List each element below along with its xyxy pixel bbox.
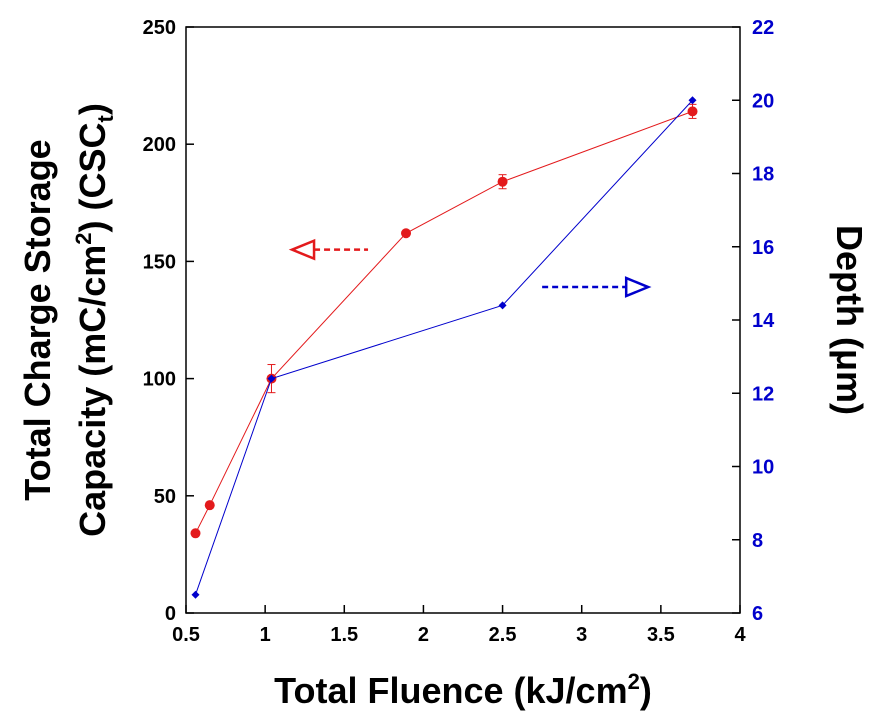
y-right-tick-label: 18 — [752, 164, 774, 186]
y-right-tick-label: 22 — [752, 17, 774, 39]
x-tick-label: 4 — [734, 624, 746, 646]
depth-data-point — [498, 301, 507, 310]
right-axis-arrow-head — [624, 276, 652, 298]
left-axis-arrow-head — [288, 238, 316, 261]
y-left-tick-label: 200 — [143, 134, 176, 156]
arrows-layer — [288, 238, 652, 298]
csc-data-point — [687, 106, 698, 117]
x-tick-label: 2 — [418, 624, 429, 646]
y-left-axis-title-line2: Capacity (mC/cm2) (CSCt) — [71, 103, 118, 537]
csc-data-point — [497, 176, 508, 187]
y-right-tick-label: 20 — [752, 90, 774, 112]
y-left-tick-label: 150 — [143, 251, 176, 273]
y-right-tick-label: 6 — [752, 603, 763, 625]
depth-series-line — [195, 99, 693, 595]
depth-data-point — [191, 590, 200, 599]
x-tick-label: 1.5 — [330, 624, 358, 646]
csc-series-line — [195, 110, 693, 534]
y-left-axis-title-line1: Total Charge Storage — [17, 139, 58, 500]
x-tick-label: 1 — [260, 624, 271, 646]
y-left-tick-label: 100 — [143, 369, 176, 391]
csc-data-point — [204, 500, 215, 511]
depth-data-point — [688, 96, 697, 105]
y-right-tick-label: 12 — [752, 383, 774, 405]
csc-data-point — [190, 528, 201, 539]
x-tick-label: 0.5 — [172, 624, 200, 646]
x-tick-label: 2.5 — [489, 624, 517, 646]
ticks-layer: 0.5 1 1.5 2 2.5 3 3.5 4 0 50 100 150 200 250 6 8 10 12 14 1… — [143, 17, 775, 646]
y-right-tick-label: 10 — [752, 457, 774, 479]
series-layer — [190, 96, 698, 599]
y-left-tick-label: 250 — [143, 17, 176, 39]
x-tick-label: 3.5 — [647, 624, 675, 646]
y-right-tick-label: 8 — [752, 530, 763, 552]
depth-data-point — [267, 374, 276, 383]
y-right-tick-label: 14 — [752, 310, 775, 332]
y-left-tick-label: 0 — [165, 603, 176, 625]
y-left-tick-label: 50 — [154, 486, 176, 508]
y-right-tick-label: 16 — [752, 237, 774, 259]
y-right-axis-title: Depth (μm) — [829, 225, 870, 415]
x-axis-title: Total Fluence (kJ/cm2) — [274, 669, 652, 711]
x-tick-label: 3 — [576, 624, 587, 646]
plot-frame — [185, 26, 741, 614]
csc-data-point — [401, 228, 412, 239]
